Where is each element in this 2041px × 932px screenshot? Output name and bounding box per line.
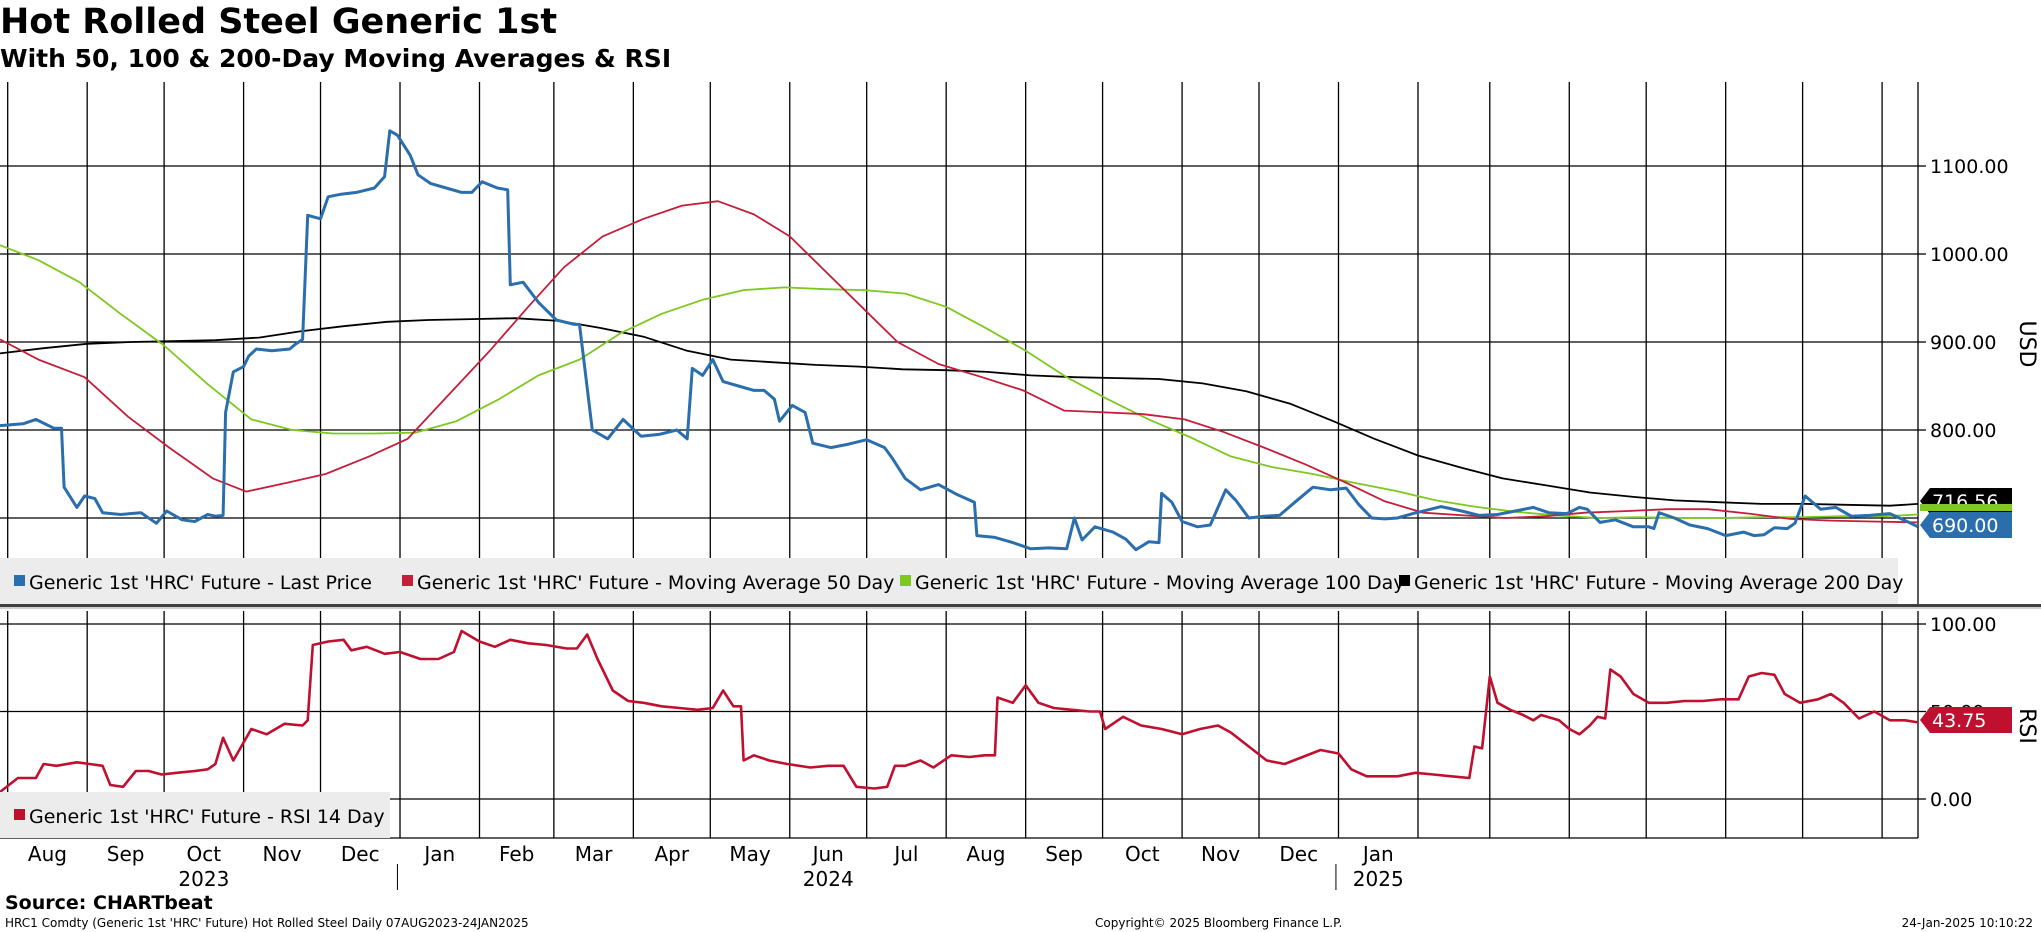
x-month-label: Dec bbox=[1279, 842, 1318, 866]
price-legend-label: Generic 1st 'HRC' Future - Last Price bbox=[29, 572, 372, 594]
price-legend-label: Generic 1st 'HRC' Future - Moving Averag… bbox=[417, 572, 894, 594]
x-month-label: Apr bbox=[655, 842, 690, 866]
panel-separator-shadow bbox=[0, 607, 2041, 609]
footer-timestamp: 24-Jan-2025 10:10:22 bbox=[1901, 916, 2033, 930]
price-legend-label: Generic 1st 'HRC' Future - Moving Averag… bbox=[1414, 572, 1904, 594]
x-month-label: Aug bbox=[966, 842, 1005, 866]
price-ytick-label: 800.00 bbox=[1930, 420, 1996, 442]
footer-copyright: Copyright© 2025 Bloomberg Finance L.P. bbox=[1095, 916, 1343, 930]
chart-subtitle: With 50, 100 & 200-Day Moving Averages &… bbox=[0, 44, 672, 73]
rsi-line bbox=[0, 629, 1918, 794]
x-month-label: Sep bbox=[1045, 842, 1083, 866]
price-legend-swatch bbox=[14, 575, 25, 586]
x-month-label: Oct bbox=[187, 842, 222, 866]
x-month-label: Aug bbox=[28, 842, 67, 866]
last-price-value-tag-text: 690.00 bbox=[1932, 515, 1998, 537]
rsi-axis-title: RSI bbox=[2014, 708, 2039, 744]
x-month-label: Jul bbox=[892, 842, 918, 866]
price-rsi-chart: 800.00900.001000.001100.000.0050.00100.0… bbox=[0, 82, 2041, 890]
price-legend-label: Generic 1st 'HRC' Future - Moving Averag… bbox=[915, 572, 1405, 594]
rsi-ytick-label: 0.00 bbox=[1930, 789, 1972, 811]
price-legend-box bbox=[0, 558, 1898, 604]
x-year-label: 2024 bbox=[803, 867, 854, 890]
rsi-value-tag bbox=[1920, 707, 2012, 733]
x-month-label: Nov bbox=[263, 842, 302, 866]
last-price-value-tag bbox=[1920, 512, 2012, 538]
x-month-label: Sep bbox=[107, 842, 145, 866]
price-ytick-label: 1000.00 bbox=[1930, 244, 2009, 266]
ma200-line bbox=[0, 317, 1918, 507]
x-month-label: Jan bbox=[1361, 842, 1394, 866]
x-month-label: Mar bbox=[575, 842, 614, 866]
x-year-label: 2025 bbox=[1353, 867, 1404, 890]
price-legend-swatch bbox=[402, 575, 413, 586]
price-ytick-label: 900.00 bbox=[1930, 332, 1996, 354]
x-month-label: Dec bbox=[341, 842, 380, 866]
x-month-label: May bbox=[729, 842, 771, 866]
ma50-line bbox=[0, 200, 1918, 524]
price-axis-title: USD bbox=[2014, 320, 2039, 367]
rsi-legend-label: Generic 1st 'HRC' Future - RSI 14 Day bbox=[29, 806, 385, 828]
x-month-label: Jan bbox=[422, 842, 455, 866]
price-ytick-label: 1100.00 bbox=[1930, 156, 2009, 178]
panel-separator bbox=[0, 604, 2041, 607]
rsi-value-tag-text: 43.75 bbox=[1932, 710, 1986, 732]
rsi-legend-swatch bbox=[14, 809, 25, 820]
chart-title: Hot Rolled Steel Generic 1st bbox=[0, 2, 558, 42]
x-year-label: 2023 bbox=[178, 867, 229, 890]
source-label: Source: CHARTbeat bbox=[5, 892, 213, 914]
ma100-value-tag bbox=[1920, 504, 2012, 511]
price-legend-swatch bbox=[900, 575, 911, 586]
rsi-ytick-label: 100.00 bbox=[1930, 614, 1996, 636]
footer-description: HRC1 Comdty (Generic 1st 'HRC' Future) H… bbox=[5, 916, 529, 930]
x-month-label: Jun bbox=[811, 842, 844, 866]
price-legend-swatch bbox=[1399, 575, 1410, 586]
rsi-legend-box bbox=[0, 792, 390, 838]
last-price-line bbox=[0, 129, 1918, 552]
x-month-label: Oct bbox=[1125, 842, 1160, 866]
x-month-label: Nov bbox=[1201, 842, 1240, 866]
x-month-label: Feb bbox=[499, 842, 534, 866]
ma100-line bbox=[0, 244, 1918, 519]
